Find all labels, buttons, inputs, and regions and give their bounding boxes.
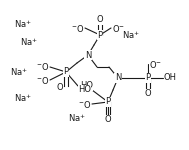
Text: N: N xyxy=(85,51,91,60)
Text: $^{-}$O: $^{-}$O xyxy=(36,75,49,85)
Text: $^{-}$O: $^{-}$O xyxy=(36,61,49,72)
Text: Na$^{+}$: Na$^{+}$ xyxy=(68,112,86,124)
Text: O: O xyxy=(97,15,103,24)
Text: Na$^{+}$: Na$^{+}$ xyxy=(122,29,140,41)
Text: O: O xyxy=(105,116,111,124)
Text: P: P xyxy=(98,30,103,39)
Text: Na$^{+}$: Na$^{+}$ xyxy=(14,92,32,104)
Text: O: O xyxy=(57,84,63,93)
Text: O: O xyxy=(145,90,151,99)
Text: $^{-}$O: $^{-}$O xyxy=(78,99,91,110)
Text: P: P xyxy=(146,74,151,82)
Text: Na$^{+}$: Na$^{+}$ xyxy=(20,36,38,48)
Text: Na$^{+}$: Na$^{+}$ xyxy=(10,66,28,78)
Text: HO: HO xyxy=(78,85,91,94)
Text: OH: OH xyxy=(164,74,177,82)
Text: O$^{-}$: O$^{-}$ xyxy=(112,22,125,33)
Text: O$^{-}$: O$^{-}$ xyxy=(149,58,162,69)
Text: HO: HO xyxy=(80,81,93,90)
Text: Na$^{+}$: Na$^{+}$ xyxy=(14,18,32,30)
Text: $^{-}$O: $^{-}$O xyxy=(71,22,84,33)
Text: P: P xyxy=(64,68,69,76)
Text: N: N xyxy=(115,74,121,82)
Text: P: P xyxy=(105,98,111,106)
